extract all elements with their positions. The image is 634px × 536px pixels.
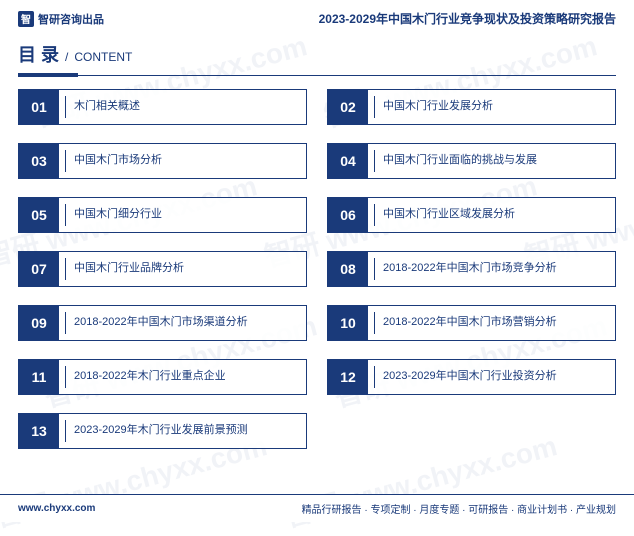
- toc-item-label: 中国木门行业区域发展分析: [375, 198, 615, 232]
- toc-item-num: 02: [328, 90, 368, 124]
- toc-title-sep: /: [65, 50, 68, 64]
- toc-item-label: 中国木门细分行业: [66, 198, 306, 232]
- toc-item-num: 13: [19, 414, 59, 448]
- toc-title-en: CONTENT: [74, 50, 132, 64]
- toc-item-label: 2018-2022年中国木门市场渠道分析: [66, 306, 306, 340]
- toc-item-label: 中国木门市场分析: [66, 144, 306, 178]
- toc-item-label: 2018-2022年木门行业重点企业: [66, 360, 306, 394]
- toc-item: 03 中国木门市场分析: [18, 143, 307, 179]
- toc-item-label: 木门相关概述: [66, 90, 306, 124]
- toc-item-label: 2018-2022年中国木门市场竞争分析: [375, 252, 615, 286]
- toc-item-label: 2023-2029年木门行业发展前景预测: [66, 414, 306, 448]
- footer: www.chyxx.com 精品行研报告 · 专项定制 · 月度专题 · 可研报…: [0, 494, 634, 522]
- report-title: 2023-2029年中国木门行业竞争现状及投资策略研究报告: [319, 10, 616, 27]
- toc-item: 10 2018-2022年中国木门市场营销分析: [327, 305, 616, 341]
- toc-item-num: 05: [19, 198, 59, 232]
- toc-item-label: 中国木门行业发展分析: [375, 90, 615, 124]
- toc-item-label: 中国木门行业面临的挑战与发展: [375, 144, 615, 178]
- toc-item: 08 2018-2022年中国木门市场竞争分析: [327, 251, 616, 287]
- toc-item-num: 11: [19, 360, 59, 394]
- toc-item: 02 中国木门行业发展分析: [327, 89, 616, 125]
- toc-item-num: 10: [328, 306, 368, 340]
- toc-item: 07 中国木门行业品牌分析: [18, 251, 307, 287]
- toc-item-label: 2023-2029年中国木门行业投资分析: [375, 360, 615, 394]
- toc-item: 11 2018-2022年木门行业重点企业: [18, 359, 307, 395]
- toc-item: 01 木门相关概述: [18, 89, 307, 125]
- toc-item-num: 12: [328, 360, 368, 394]
- toc-item-label: 中国木门行业品牌分析: [66, 252, 306, 286]
- footer-url: www.chyxx.com: [18, 503, 95, 514]
- toc-item: 13 2023-2029年木门行业发展前景预测: [18, 413, 307, 449]
- toc-header: 目 录 / CONTENT: [0, 33, 634, 73]
- toc-title: 目 录 / CONTENT: [18, 41, 616, 67]
- toc-item-num: 09: [19, 306, 59, 340]
- toc-item: 09 2018-2022年中国木门市场渠道分析: [18, 305, 307, 341]
- toc-item-num: 06: [328, 198, 368, 232]
- toc-item-num: 03: [19, 144, 59, 178]
- toc-item: 12 2023-2029年中国木门行业投资分析: [327, 359, 616, 395]
- toc-item: 06 中国木门行业区域发展分析: [327, 197, 616, 233]
- toc-item-label: 2018-2022年中国木门市场营销分析: [375, 306, 615, 340]
- brand-icon: 智: [18, 11, 34, 27]
- toc-item-num: 07: [19, 252, 59, 286]
- toc-item-num: 01: [19, 90, 59, 124]
- brand: 智 智研咨询出品: [18, 11, 104, 27]
- toc-item-num: 08: [328, 252, 368, 286]
- toc-item: 04 中国木门行业面临的挑战与发展: [327, 143, 616, 179]
- toc-item: 05 中国木门细分行业: [18, 197, 307, 233]
- header: 智 智研咨询出品 2023-2029年中国木门行业竞争现状及投资策略研究报告: [0, 0, 634, 33]
- brand-text: 智研咨询出品: [38, 11, 104, 27]
- footer-tags: 精品行研报告 · 专项定制 · 月度专题 · 可研报告 · 商业计划书 · 产业…: [302, 501, 616, 516]
- toc-title-zh: 目 录: [18, 41, 59, 67]
- toc-grid: 01 木门相关概述 02 中国木门行业发展分析 03 中国木门市场分析 04 中…: [0, 77, 634, 457]
- toc-item-num: 04: [328, 144, 368, 178]
